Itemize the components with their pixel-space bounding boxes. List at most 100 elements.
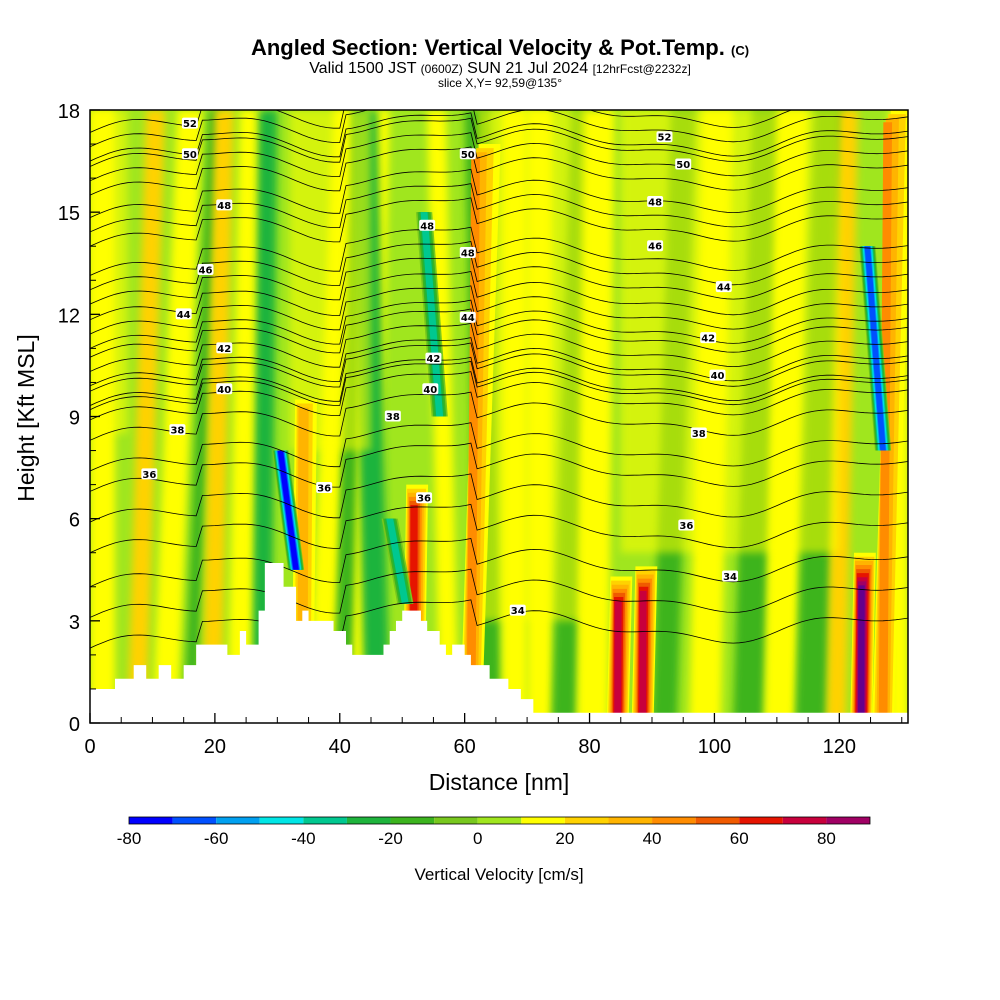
colorbar-swatch: [346, 817, 391, 824]
contour-label-text: 42: [701, 334, 715, 345]
plot-area: 52 50 48 46 44 42 40 38 36 36 38 48 50 48 44 42 40 36 34 52…: [90, 110, 908, 723]
theta-contour-34-1: [90, 568, 908, 618]
contour-label-26: 38: [690, 427, 707, 440]
contour-label-22: 46: [647, 240, 664, 253]
colorbar-swatch: [652, 817, 696, 824]
contour-label-text: 38: [692, 429, 706, 440]
contour-label-text: 50: [183, 150, 197, 161]
contour-label-9: 36: [316, 482, 333, 495]
chart-title-main: Angled Section: Vertical Velocity & Pot.…: [250, 35, 725, 60]
contour-label-11: 48: [419, 219, 436, 232]
contour-label-text: 52: [183, 119, 197, 130]
colorbar-tick-label: -80: [117, 829, 142, 848]
theta-contour-52-1: [90, 110, 908, 148]
y-tick-label: 6: [69, 510, 80, 532]
contour-label-text: 38: [386, 412, 400, 423]
theta-contour-44-0: [90, 299, 908, 349]
terrain-mask: [90, 562, 908, 723]
velocity-band-4: [202, 110, 234, 723]
velocity-band-22: [826, 110, 859, 723]
velocity-band-1: [127, 110, 165, 723]
colorbar-swatch: [564, 817, 609, 824]
contour-label-text: 40: [217, 385, 231, 396]
theta-contour-46-0: [90, 255, 908, 305]
contour-label-text: 34: [511, 606, 525, 617]
downdraft-core-2: [415, 212, 448, 417]
valid-date: SUN 21 Jul 2024: [467, 60, 589, 77]
contour-label-14: 44: [459, 311, 476, 324]
updraft-core-4-level-3: [466, 156, 480, 723]
y-axis-title: Height [Kft MSL]: [13, 334, 39, 501]
contour-label-text: 48: [420, 221, 434, 232]
contour-label-text: 48: [648, 197, 662, 208]
downdraft-core-1-level-6: [864, 246, 886, 451]
contour-label-text: 36: [142, 470, 156, 481]
colorbar-swatch: [129, 817, 173, 824]
colorbar-swatch: [477, 817, 522, 824]
downdraft-core-0: [272, 450, 305, 570]
theta-contour-46-2: [90, 226, 908, 276]
contour-label-text: 50: [461, 150, 475, 161]
colorbar-swatch: [390, 817, 435, 824]
contour-label-2: 48: [216, 199, 233, 212]
colorbar-swatch: [216, 817, 260, 824]
contour-label-8: 36: [141, 468, 158, 481]
y-tick-label: 9: [69, 408, 80, 430]
updraft-core-1-level-6: [639, 590, 647, 723]
theta-contour-36-1: [90, 473, 908, 523]
y-tick-label: 12: [58, 305, 80, 327]
contour-label-24: 42: [700, 332, 717, 345]
contour-label-text: 38: [170, 426, 184, 437]
chart-subtitle: Valid 1500 JST (0600Z) SUN 21 Jul 2024 […: [0, 61, 1000, 77]
contour-label-text: 48: [217, 201, 231, 212]
contour-label-text: 36: [317, 484, 331, 495]
theta-contour-44-2: [90, 271, 908, 321]
colorbar-swatch: [826, 817, 870, 824]
contour-label-text: 46: [199, 266, 213, 277]
contour-label-text: 46: [648, 242, 662, 253]
theta-contour-40-1: [90, 356, 908, 406]
colorbar-swatch: [695, 817, 740, 824]
theta-contour-46-1: [90, 241, 908, 291]
velocity-band-2: [152, 110, 203, 723]
contour-label-20: 50: [675, 158, 692, 171]
theta-contour-42-2: [90, 308, 908, 358]
y-tick-label: 15: [58, 203, 80, 225]
downdraft-core-3-level-3: [386, 518, 409, 604]
utc-time: (0600Z): [420, 62, 463, 76]
y-tick-label: 0: [69, 714, 80, 736]
theta-contour-52-0: [90, 112, 908, 162]
downdraft-core-3: [381, 518, 414, 604]
contour-label-6: 40: [216, 383, 233, 396]
contour-label-text: 42: [217, 344, 231, 355]
colorbar-swatch: [608, 817, 653, 824]
downdraft-core-2-level-3: [420, 212, 444, 417]
colorbar-tick-label: -40: [291, 829, 316, 848]
contour-label-16: 40: [422, 383, 439, 396]
contour-label-7: 38: [169, 424, 186, 437]
updraft-core-2-level-8: [858, 585, 865, 723]
theta-contour-40-2: [90, 342, 908, 392]
contour-label-27: 36: [678, 519, 695, 532]
contour-label-10: 38: [384, 410, 401, 423]
colorbar-swatch: [172, 817, 217, 824]
y-tick-label: 18: [58, 101, 80, 123]
contour-label-17: 36: [416, 492, 433, 505]
theta-contour-42-0: [90, 337, 908, 387]
contour-label-12: 50: [459, 148, 476, 161]
downdraft-core-1: [859, 246, 892, 451]
contour-label-text: 40: [423, 385, 437, 396]
contour-label-23: 44: [715, 281, 732, 294]
colorbar-swatch: [259, 817, 304, 824]
colorbar-tick-label: -20: [378, 829, 403, 848]
contour-label-text: 40: [711, 371, 725, 382]
theta-contour-44-1: [90, 285, 908, 335]
contour-label-text: 36: [417, 494, 431, 505]
colorbar-swatch: [434, 817, 478, 824]
theta-contour-48-0: [90, 197, 908, 247]
contour-label-text: 44: [461, 313, 475, 324]
forecast-info: [12hrFcst@2232z]: [592, 62, 691, 76]
x-tick-label: 40: [329, 736, 351, 758]
updraft-core-1: [631, 566, 658, 723]
theta-contour-50-2: [90, 117, 908, 167]
